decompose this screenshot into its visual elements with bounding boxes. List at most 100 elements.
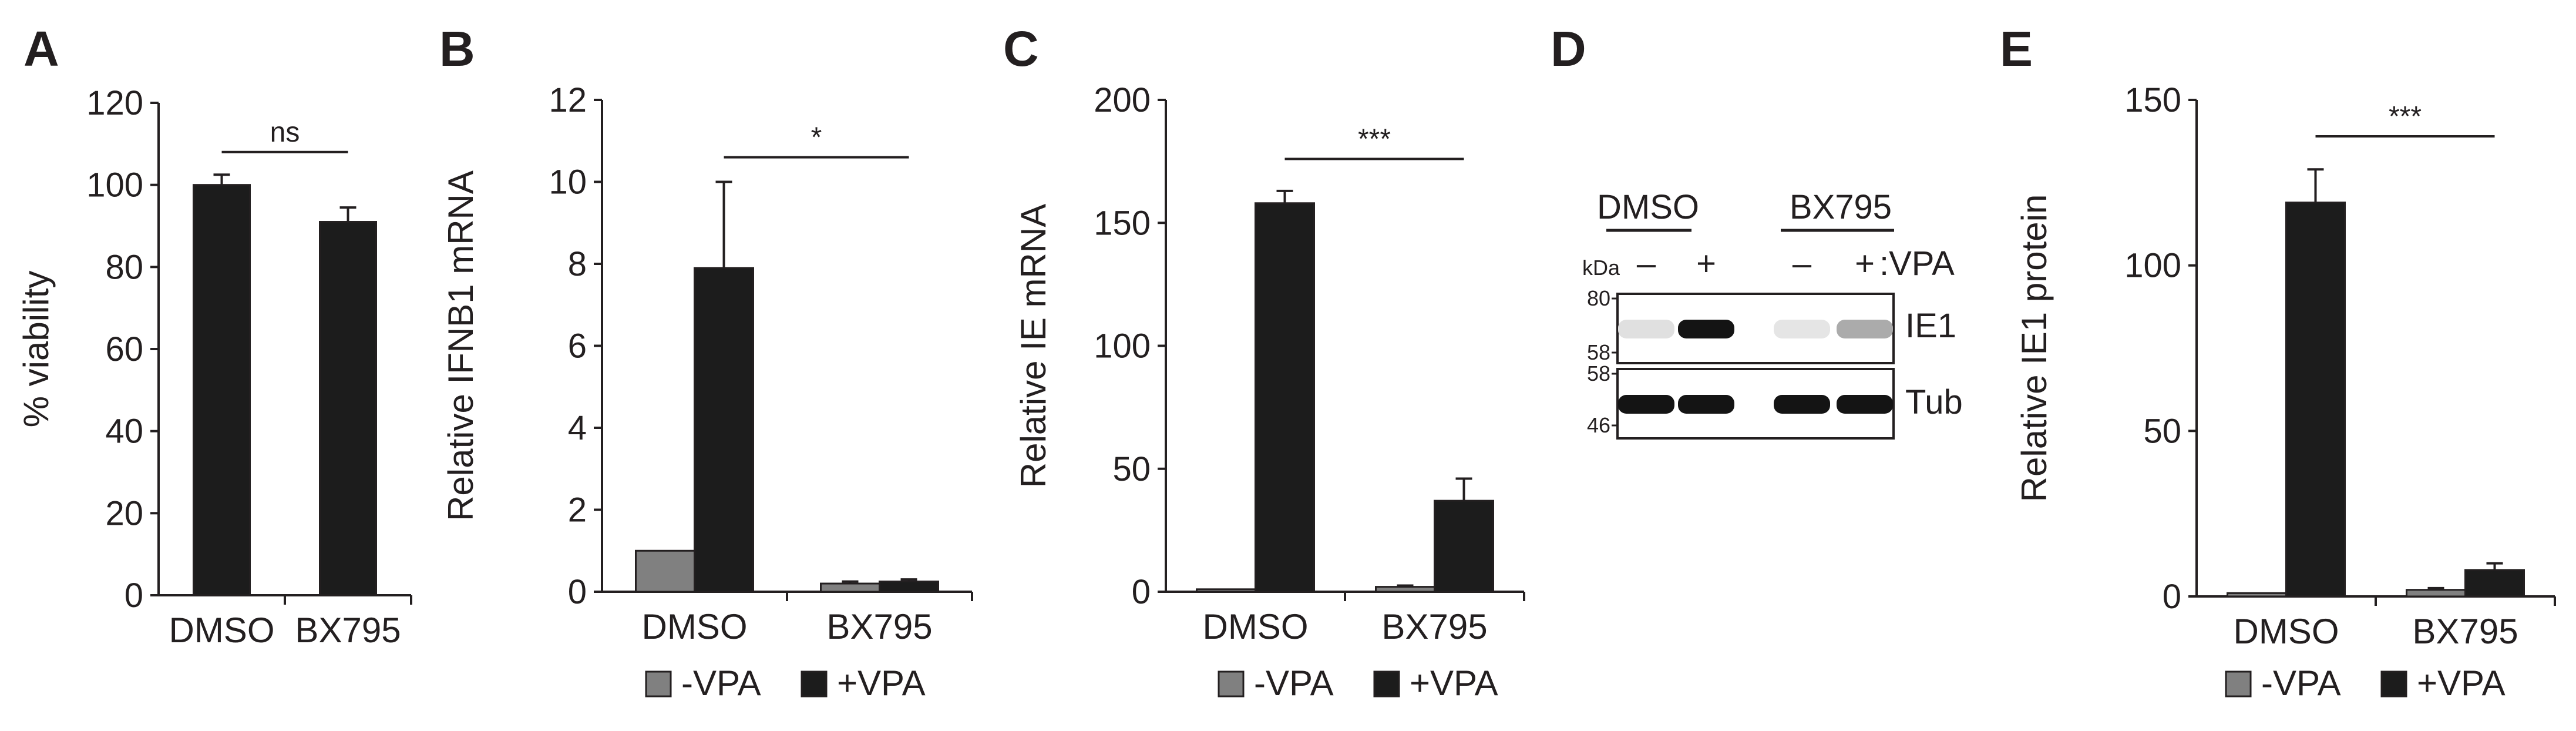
y-tick-label: 4	[568, 409, 587, 447]
blot-bands-tub	[1618, 395, 1893, 414]
legend-label: -VPA	[2261, 663, 2341, 703]
western-blot: DMSO BX795 kDa – + – + :VPA 80 58 IE1 58…	[1582, 188, 1963, 440]
bar	[694, 267, 754, 593]
bar	[319, 221, 377, 596]
legend-swatch	[1373, 670, 1400, 698]
blot-lane-sign: –	[1793, 244, 1812, 283]
blot-group-dmso: DMSO	[1597, 188, 1699, 226]
y-tick-label: 100	[1094, 327, 1151, 366]
significance-label: ns	[270, 117, 300, 148]
blot-row-label-ie1: IE1	[1905, 307, 1956, 345]
blot-band	[1837, 395, 1893, 414]
blot-band	[1678, 395, 1734, 414]
y-tick-label: 150	[2124, 81, 2181, 119]
y-tick-label: 0	[1132, 573, 1151, 611]
blot-marker-58: 58	[1587, 340, 1610, 364]
y-axis-title: Relative IFNB1 mRNA	[441, 170, 480, 521]
bar	[2406, 589, 2466, 598]
y-tick-label: 0	[125, 576, 143, 615]
y-tick-label: 60	[105, 330, 143, 368]
blot-lane-sign: –	[1637, 244, 1656, 283]
y-tick-label: 50	[2143, 412, 2181, 450]
bar	[2227, 592, 2287, 598]
bar	[1196, 588, 1256, 593]
chart-a-viability: 0 20 40 60 80 100 120 % viability DMSO BX795 ns	[16, 84, 412, 650]
bar	[820, 582, 880, 593]
bar	[1255, 202, 1315, 593]
y-tick-label: 120	[86, 84, 143, 122]
blot-row-label-tub: Tub	[1905, 383, 1963, 421]
legend-swatch	[645, 670, 672, 698]
panel-label-e: E	[2000, 21, 2033, 76]
x-category-label: DMSO	[169, 611, 275, 650]
blot-lane-sign: +	[1696, 244, 1716, 283]
y-tick-label: 100	[2124, 247, 2181, 285]
blot-treatment-label: :VPA	[1879, 244, 1955, 283]
legend-label: -VPA	[1254, 663, 1334, 703]
x-category-label: BX795	[295, 611, 401, 650]
legend-label: +VPA	[1410, 663, 1498, 703]
blot-band	[1774, 320, 1830, 338]
significance-label: ***	[1358, 123, 1391, 155]
blot-band	[1618, 395, 1674, 414]
blot-kda-label: kDa	[1582, 256, 1620, 280]
panel-label-d: D	[1551, 21, 1586, 76]
bar	[1434, 499, 1494, 593]
blot-marker-58: 58	[1587, 361, 1610, 385]
blot-group-bx795: BX795	[1790, 188, 1892, 226]
y-tick-label: 8	[568, 245, 587, 283]
y-tick-label: 80	[105, 248, 143, 286]
blot-band	[1837, 320, 1893, 338]
legend-swatch	[1218, 670, 1245, 698]
legend-swatch	[2380, 670, 2407, 698]
y-axis-title: Relative IE mRNA	[1014, 204, 1053, 488]
y-tick-label: 0	[568, 573, 587, 611]
x-category-label: DMSO	[642, 607, 748, 646]
panel-label-b: B	[439, 21, 475, 76]
blot-lane-sign: +	[1855, 244, 1875, 283]
y-tick-label: 6	[568, 327, 587, 366]
y-axis-title: % viability	[16, 271, 56, 428]
y-tick-label: 12	[549, 81, 587, 119]
y-tick-label: 200	[1094, 81, 1151, 119]
panel-label-a: A	[23, 21, 59, 76]
y-tick-label: 150	[1094, 204, 1151, 242]
bar	[879, 581, 939, 593]
y-tick-label: 0	[2163, 578, 2181, 616]
y-tick-label: 20	[105, 494, 143, 532]
legend-label: -VPA	[681, 663, 761, 703]
chart-e-ie1-protein: 0 50 100 150 Relative IE1 protein DMSO BX795 **…	[2015, 81, 2556, 703]
bar	[1375, 586, 1435, 593]
legend-swatch	[2225, 670, 2252, 698]
y-tick-label: 2	[568, 491, 587, 529]
blot-marker-80: 80	[1587, 286, 1610, 310]
significance-label: *	[811, 122, 822, 153]
x-category-label: BX795	[1381, 607, 1487, 646]
blot-bands-ie1	[1618, 320, 1893, 338]
panel-label-c: C	[1003, 21, 1039, 76]
bar	[193, 184, 251, 596]
bar	[635, 549, 695, 593]
y-tick-label: 10	[549, 163, 587, 202]
y-tick-label: 100	[86, 166, 143, 204]
legend-label: +VPA	[837, 663, 926, 703]
significance-label: ***	[2389, 101, 2422, 132]
blot-marker-46: 46	[1587, 413, 1610, 437]
x-category-label: DMSO	[2234, 612, 2339, 651]
x-category-label: DMSO	[1203, 607, 1309, 646]
blot-band	[1618, 320, 1674, 338]
y-tick-label: 50	[1112, 450, 1151, 488]
x-category-label: BX795	[826, 607, 932, 646]
blot-band	[1678, 320, 1734, 338]
bar	[2285, 202, 2346, 598]
bar	[2464, 569, 2525, 598]
legend-label: +VPA	[2417, 663, 2506, 703]
legend-swatch	[801, 670, 828, 698]
y-axis-title: Relative IE1 protein	[2015, 195, 2054, 502]
blot-band	[1774, 395, 1830, 414]
x-category-label: BX795	[2412, 612, 2518, 651]
chart-b-ifnb1-mrna: 0 2 4 6 8 10 12 Relative IFNB1 mRNA DMSO BX795 * -V…	[441, 81, 973, 703]
y-tick-label: 40	[105, 413, 143, 451]
chart-c-ie-mrna: 0 50 100 150 200 Relative IE mRNA DMSO BX795 ***…	[1014, 81, 1525, 703]
